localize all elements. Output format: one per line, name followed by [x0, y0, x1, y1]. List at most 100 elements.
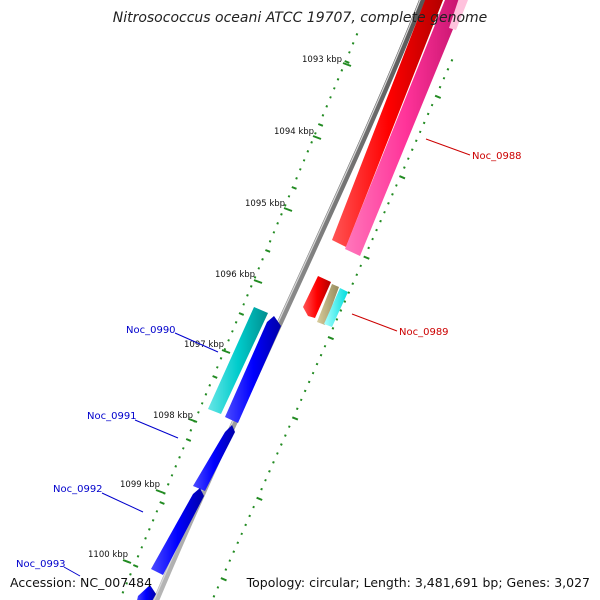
- gc-dot: [414, 139, 418, 143]
- tick-label-1094: 1094 kbp: [274, 127, 314, 137]
- gene-label-noc-0992[interactable]: Noc_0992: [53, 484, 103, 495]
- tick-label-1095: 1095 kbp: [245, 199, 285, 209]
- tick-mark: [342, 62, 352, 67]
- gc-dot: [291, 186, 297, 190]
- tick-label-1098: 1098 kbp: [153, 411, 193, 421]
- accession-label: Accession: NC_007484: [10, 575, 152, 590]
- gc-dot: [185, 438, 192, 442]
- gc-dot: [212, 375, 218, 379]
- gc-dot: [249, 285, 253, 288]
- leader-line-noc-0989: [351, 313, 398, 332]
- gc-dot: [232, 550, 236, 554]
- gc-dot: [216, 586, 220, 589]
- gc-dot: [323, 344, 327, 348]
- gc-dot: [236, 541, 240, 545]
- tick-marks: [122, 62, 352, 564]
- gc-dot: [276, 452, 279, 455]
- gc-dot: [200, 402, 204, 405]
- gc-dot: [234, 321, 238, 324]
- gc-dot: [174, 465, 178, 468]
- gc-dot: [268, 469, 271, 473]
- gc-dot: [216, 366, 219, 369]
- gene-label-noc-0993[interactable]: Noc_0993: [16, 559, 66, 570]
- gc-dot: [132, 564, 139, 568]
- gc-dot: [307, 380, 311, 384]
- gc-dot: [375, 228, 378, 232]
- gc-dot: [136, 555, 140, 558]
- gc-dot: [125, 582, 128, 585]
- tick-mark: [221, 349, 231, 354]
- gc-dot: [272, 231, 276, 234]
- gene-noc-0991[interactable]: [193, 425, 235, 491]
- gc-dot: [276, 222, 279, 225]
- gc-dot: [387, 201, 390, 205]
- tick-mark: [312, 135, 322, 140]
- gene-label-noc-0990[interactable]: Noc_0990: [126, 325, 176, 336]
- gc-dot: [407, 157, 410, 160]
- map-title: Nitrosococcus oceani ATCC 19707, complet…: [113, 10, 488, 26]
- gene-label-noc-0988[interactable]: Noc_0988: [472, 151, 522, 162]
- gene-noc-0990-rna[interactable]: [208, 307, 268, 414]
- gc-dot: [331, 327, 335, 330]
- gc-dot: [379, 219, 382, 223]
- gc-dot: [240, 532, 243, 536]
- gc-dot: [403, 166, 406, 169]
- gc-dot: [129, 573, 132, 576]
- gc-dot: [170, 474, 174, 477]
- gc-dot: [182, 447, 185, 450]
- gc-dot: [261, 258, 264, 261]
- gc-dot: [442, 76, 446, 80]
- gc-dot: [422, 121, 426, 125]
- feature-rna-noc-0988[interactable]: [345, 0, 467, 256]
- gc-dot: [302, 159, 306, 162]
- gc-dot: [252, 505, 255, 509]
- gc-dot: [336, 78, 340, 81]
- gc-dot: [151, 519, 155, 522]
- gc-dot: [418, 130, 422, 134]
- gene-noc-0989-red[interactable]: [303, 276, 331, 318]
- gc-dot: [159, 501, 165, 505]
- gc-dot: [348, 51, 351, 54]
- gene-noc-0992[interactable]: [151, 488, 204, 575]
- gc-dot: [363, 255, 370, 260]
- tick-mark: [122, 559, 132, 564]
- gc-dot: [223, 348, 227, 351]
- gc-dot: [395, 184, 398, 187]
- gene-noc-0989-tan[interactable]: [317, 284, 339, 325]
- gc-dot: [140, 546, 144, 549]
- gene-noc-0989-cyan[interactable]: [324, 288, 348, 327]
- gc-dot: [434, 94, 442, 99]
- leader-line-noc-0993: [63, 566, 81, 577]
- leader-line-noc-0991: [134, 419, 179, 439]
- tick-mark: [155, 489, 165, 494]
- gene-label-noc-0989[interactable]: Noc_0989: [399, 327, 449, 338]
- gc-dot: [148, 528, 151, 531]
- gc-dot: [283, 204, 287, 207]
- gene-noc-0993[interactable]: [136, 585, 156, 600]
- gc-dot: [314, 132, 317, 135]
- gc-dot: [359, 264, 362, 268]
- gc-dot: [144, 537, 147, 540]
- tick-mark: [188, 418, 198, 423]
- gc-dot: [317, 123, 324, 127]
- gc-dot: [383, 210, 386, 214]
- gene-noc-0988[interactable]: [332, 0, 445, 247]
- gc-skew-dots: [121, 33, 454, 598]
- gc-dot: [430, 103, 434, 107]
- gc-dot: [228, 559, 232, 562]
- gc-dot: [244, 523, 247, 527]
- gc-dot: [410, 148, 414, 152]
- gc-dot: [121, 591, 125, 594]
- tick-mark: [283, 207, 293, 212]
- gene-label-noc-0991[interactable]: Noc_0991: [87, 411, 137, 422]
- gc-dot: [178, 456, 181, 459]
- gc-dot: [450, 59, 454, 62]
- leader-line-noc-0992: [101, 492, 144, 513]
- tick-label-1100: 1100 kbp: [88, 550, 128, 560]
- gene-noc-0990[interactable]: [225, 316, 281, 423]
- gc-dot: [224, 568, 228, 571]
- gc-dot: [355, 33, 359, 36]
- gc-dot: [310, 141, 313, 144]
- gc-dot: [284, 434, 287, 437]
